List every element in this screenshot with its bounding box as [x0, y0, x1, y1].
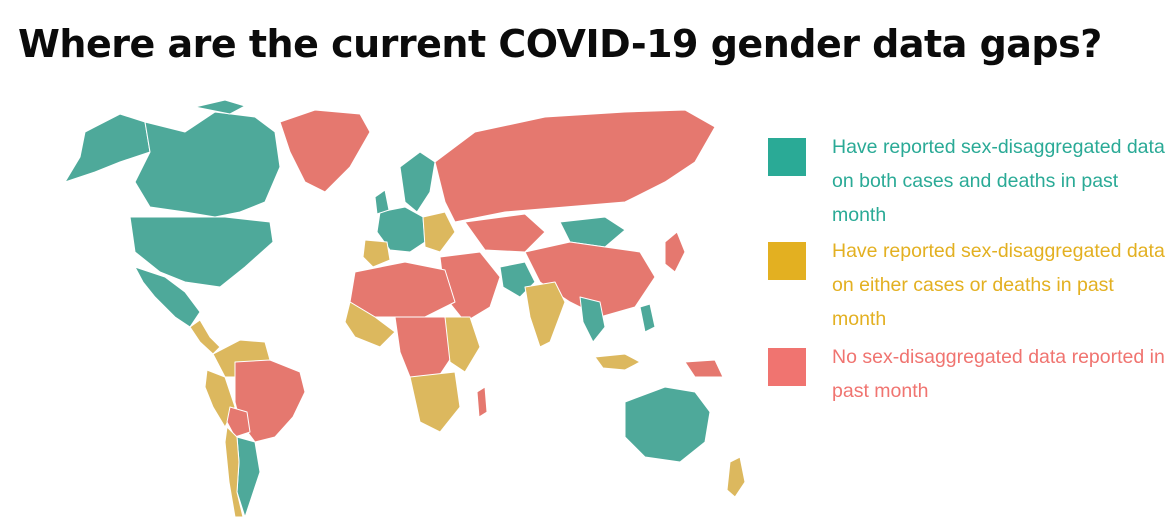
region-mongolia[interactable]: [559, 216, 626, 248]
world-map-svg: [64, 99, 746, 518]
region-western-europe[interactable]: [376, 206, 426, 253]
region-india[interactable]: [524, 281, 566, 348]
region-new-zealand[interactable]: [726, 456, 746, 498]
region-north-africa[interactable]: [349, 261, 456, 318]
region-southern-africa[interactable]: [409, 371, 461, 433]
region-alaska[interactable]: [64, 113, 151, 183]
region-southeast-asia[interactable]: [579, 296, 606, 343]
region-greenland[interactable]: [279, 109, 371, 193]
region-japan[interactable]: [664, 231, 686, 273]
region-papua-new-guinea[interactable]: [684, 359, 724, 378]
page-title: Where are the current COVID-19 gender da…: [18, 22, 1102, 66]
region-central-america[interactable]: [189, 319, 221, 355]
region-canada[interactable]: [134, 111, 281, 218]
legend-label-none: No sex-disaggregated data reported in pa…: [832, 346, 1165, 402]
region-scandinavia[interactable]: [399, 151, 436, 213]
legend-swatch-none: [768, 348, 806, 386]
region-canada-arctic[interactable]: [194, 99, 246, 115]
region-kazakhstan[interactable]: [464, 213, 546, 253]
region-indonesia[interactable]: [594, 353, 641, 371]
legend-label-either: Have reported sex-disaggregated data on …: [832, 240, 1165, 330]
world-map: [25, 92, 765, 522]
legend-swatch-either: [768, 242, 806, 280]
region-uk[interactable]: [374, 189, 390, 215]
region-australia[interactable]: [624, 386, 711, 463]
region-russia[interactable]: [434, 109, 716, 223]
region-iberia[interactable]: [362, 239, 391, 268]
legend-label-both: Have reported sex-disaggregated data on …: [832, 136, 1165, 226]
region-usa[interactable]: [129, 216, 274, 288]
region-eastern-europe[interactable]: [422, 211, 456, 253]
region-bolivia[interactable]: [226, 406, 251, 438]
region-west-africa[interactable]: [344, 301, 396, 348]
region-chile[interactable]: [224, 426, 244, 518]
region-peru[interactable]: [204, 369, 236, 428]
region-madagascar[interactable]: [476, 386, 488, 418]
region-east-africa[interactable]: [444, 316, 481, 373]
region-philippines[interactable]: [639, 303, 656, 333]
legend-swatch-both: [768, 138, 806, 176]
